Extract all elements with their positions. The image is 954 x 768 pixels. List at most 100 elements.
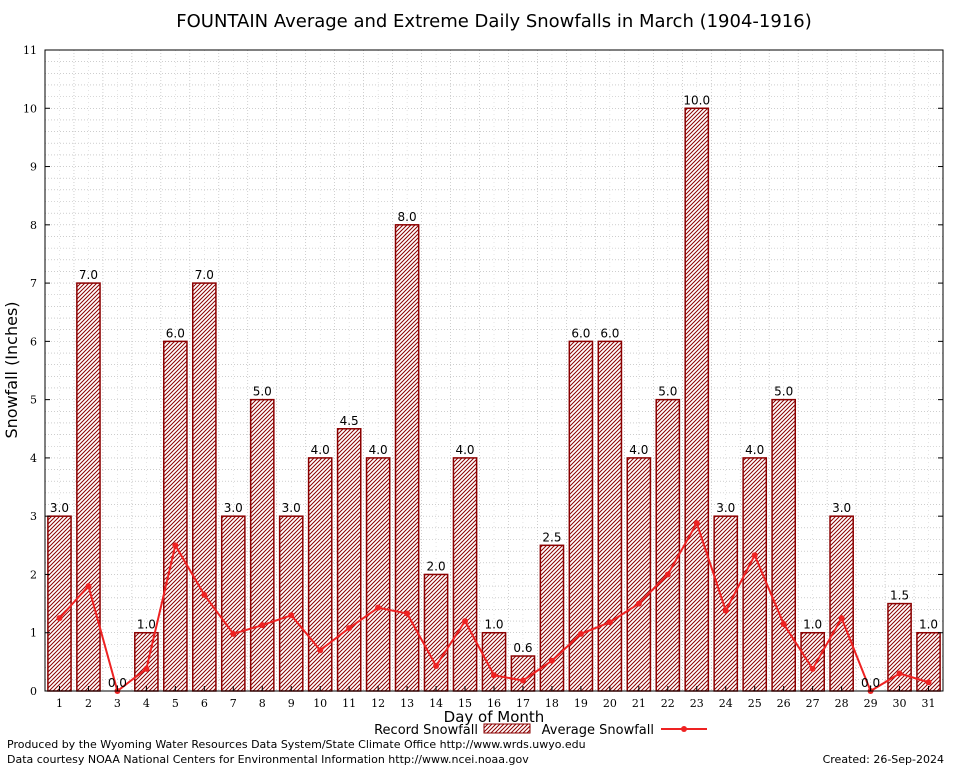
legend: Record Snowfall Average Snowfall bbox=[374, 723, 707, 738]
record-bar bbox=[452, 457, 478, 692]
x-tick-label: 2 bbox=[85, 697, 92, 710]
bar-value-label: 2.0 bbox=[427, 559, 446, 573]
x-tick-label: 21 bbox=[632, 697, 646, 710]
footer-created-date: Created: 26-Sep-2024 bbox=[823, 753, 944, 766]
x-tick-label: 22 bbox=[661, 697, 675, 710]
x-tick-label: 3 bbox=[114, 697, 121, 710]
average-point bbox=[635, 600, 642, 607]
average-point bbox=[375, 604, 382, 611]
average-point bbox=[346, 625, 353, 632]
x-tick-label: 26 bbox=[777, 697, 791, 710]
record-bar bbox=[597, 340, 623, 692]
average-point bbox=[259, 622, 266, 629]
y-tick-label: 0 bbox=[30, 685, 37, 698]
x-tick-label: 6 bbox=[201, 697, 208, 710]
bar-value-label: 4.5 bbox=[340, 414, 359, 428]
x-tick-label: 30 bbox=[893, 697, 907, 710]
average-point bbox=[606, 619, 613, 626]
record-bar bbox=[800, 631, 825, 692]
average-point bbox=[433, 662, 440, 669]
x-tick-label: 25 bbox=[748, 697, 762, 710]
average-point bbox=[577, 630, 584, 637]
y-tick-label: 9 bbox=[30, 161, 37, 174]
x-tick-label: 29 bbox=[864, 697, 878, 710]
bar-value-label: 4.0 bbox=[745, 443, 764, 457]
record-bar bbox=[713, 515, 739, 692]
record-bars bbox=[47, 107, 941, 692]
x-tick-label: 28 bbox=[835, 697, 849, 710]
y-tick-label: 6 bbox=[30, 335, 37, 348]
bar-value-label: 7.0 bbox=[195, 268, 214, 282]
record-bar bbox=[394, 224, 420, 692]
record-bar bbox=[134, 631, 159, 692]
record-bar bbox=[539, 544, 565, 692]
average-point bbox=[404, 610, 411, 617]
x-tick-label: 10 bbox=[313, 697, 327, 710]
bar-value-label: 6.0 bbox=[166, 326, 185, 340]
bar-value-label: 4.0 bbox=[629, 443, 648, 457]
x-tick-label: 15 bbox=[458, 697, 472, 710]
bar-value-label: 6.0 bbox=[571, 326, 590, 340]
record-bar bbox=[771, 398, 797, 692]
bar-value-label: 3.0 bbox=[50, 501, 69, 515]
record-bar bbox=[568, 340, 594, 692]
y-tick-label: 10 bbox=[23, 102, 37, 115]
average-point bbox=[751, 552, 758, 559]
record-bar bbox=[336, 428, 362, 692]
average-point bbox=[230, 630, 237, 637]
legend-average-marker bbox=[681, 726, 687, 732]
y-tick-label: 1 bbox=[30, 627, 37, 640]
record-bar bbox=[163, 340, 188, 692]
average-point bbox=[491, 672, 497, 679]
record-bar bbox=[191, 282, 217, 692]
x-tick-label: 13 bbox=[400, 697, 414, 710]
average-point bbox=[85, 583, 92, 590]
average-point bbox=[896, 670, 903, 677]
average-point bbox=[172, 542, 179, 549]
x-tick-label: 24 bbox=[719, 697, 733, 710]
bar-value-label: 4.0 bbox=[311, 443, 330, 457]
record-bar bbox=[655, 398, 681, 692]
bar-value-label: 3.0 bbox=[282, 501, 301, 515]
average-point bbox=[201, 591, 208, 598]
average-line bbox=[56, 520, 932, 694]
average-point bbox=[925, 679, 932, 686]
bar-value-label: 8.0 bbox=[398, 210, 417, 224]
y-tick-label: 11 bbox=[23, 44, 37, 57]
y-tick-label: 2 bbox=[30, 568, 37, 581]
footer-produced-by: Produced by the Wyoming Water Resources … bbox=[7, 738, 586, 751]
bar-value-label: 4.0 bbox=[369, 443, 388, 457]
average-point bbox=[780, 620, 787, 627]
bar-value-label: 3.0 bbox=[832, 501, 851, 515]
bar-value-label: 3.0 bbox=[716, 501, 735, 515]
bar-value-label: 7.0 bbox=[79, 268, 98, 282]
x-tick-label: 20 bbox=[603, 697, 617, 710]
y-tick-label: 3 bbox=[30, 510, 37, 523]
record-bar bbox=[220, 515, 246, 692]
x-tick-label: 18 bbox=[545, 697, 559, 710]
record-bar bbox=[47, 515, 72, 692]
chart-title: FOUNTAIN Average and Extreme Daily Snowf… bbox=[176, 11, 811, 32]
bar-value-label: 5.0 bbox=[253, 385, 272, 399]
y-tick-label: 4 bbox=[30, 452, 37, 465]
average-point bbox=[143, 665, 150, 672]
average-point bbox=[693, 520, 700, 527]
record-bar bbox=[278, 515, 304, 692]
y-tick-label: 5 bbox=[30, 394, 37, 407]
record-bar bbox=[76, 282, 101, 692]
legend-record-label: Record Snowfall bbox=[374, 723, 478, 738]
x-tick-label: 23 bbox=[690, 697, 704, 710]
x-tick-label: 11 bbox=[342, 697, 356, 710]
x-tick-label: 1 bbox=[56, 697, 63, 710]
record-bar bbox=[510, 655, 536, 692]
x-tick-labels: 1 2 3 4 5 6 7 8 9 10 11 12 13 14 15 16 17 18 19 20 21 22 23 24 2… bbox=[56, 686, 936, 710]
x-tick-label: 9 bbox=[288, 697, 295, 710]
average-point bbox=[722, 607, 729, 614]
plot-frame bbox=[44, 49, 944, 692]
record-bar bbox=[365, 457, 391, 692]
bar-value-label: 1.0 bbox=[484, 618, 503, 632]
record-bar bbox=[829, 515, 854, 692]
average-point bbox=[664, 571, 671, 578]
x-tick-label: 14 bbox=[429, 697, 443, 710]
